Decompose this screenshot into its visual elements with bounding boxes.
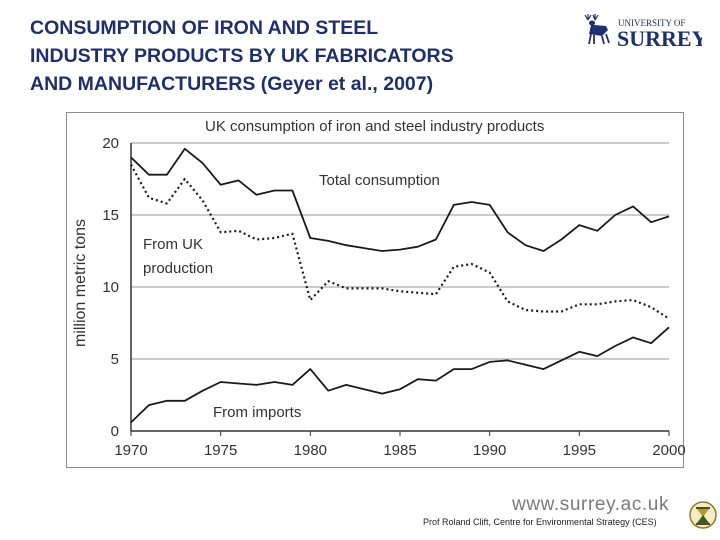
logo-line1: UNIVERSITY OF <box>618 18 685 28</box>
slide-title-line: CONSUMPTION OF IRON AND STEEL <box>30 17 379 39</box>
annotation-uk-production: From UK <box>143 236 203 253</box>
university-logo: UNIVERSITY OF SURREY <box>582 12 702 52</box>
x-tick-label: 1970 <box>114 442 147 459</box>
logo-line2: SURREY <box>617 26 702 51</box>
y-axis-label: million metric tons <box>72 219 89 347</box>
y-tick-label: 0 <box>111 423 119 440</box>
chart-panel: UK consumption of iron and steel industr… <box>66 112 685 468</box>
x-tick-label: 2000 <box>652 442 685 459</box>
series-line <box>130 147 670 252</box>
series-line <box>130 164 670 320</box>
stag-icon <box>584 14 610 45</box>
footer-credit: Prof Roland Clift, Centre for Environmen… <box>423 517 657 527</box>
slide-title: CONSUMPTION OF IRON AND STEEL INDUSTRY P… <box>30 14 560 98</box>
ces-crest-icon <box>688 498 718 532</box>
x-tick-label: 1975 <box>204 442 237 459</box>
y-tick-label: 15 <box>102 207 119 224</box>
footer-url: www.surrey.ac.uk <box>512 494 670 515</box>
x-tick-label: 1980 <box>294 442 327 459</box>
x-tick-label: 1990 <box>473 442 506 459</box>
y-tick-label: 20 <box>102 135 119 152</box>
slide-title-line: INDUSTRY PRODUCTS BY UK FABRICATORS <box>30 45 454 67</box>
annotation-uk-production-line2: production <box>143 260 213 277</box>
annotation-total: Total consumption <box>319 172 440 189</box>
chart: UK consumption of iron and steel industr… <box>72 118 685 459</box>
chart-title: UK consumption of iron and steel industr… <box>205 118 544 135</box>
annotation-imports: From imports <box>213 404 301 421</box>
y-tick-label: 10 <box>102 279 119 296</box>
x-tick-label: 1995 <box>563 442 596 459</box>
y-tick-label: 5 <box>111 351 119 368</box>
series-line <box>130 326 670 424</box>
slide-title-line: AND MANUFACTURERS (Geyer et al., 2007) <box>30 73 434 95</box>
x-tick-label: 1985 <box>383 442 416 459</box>
